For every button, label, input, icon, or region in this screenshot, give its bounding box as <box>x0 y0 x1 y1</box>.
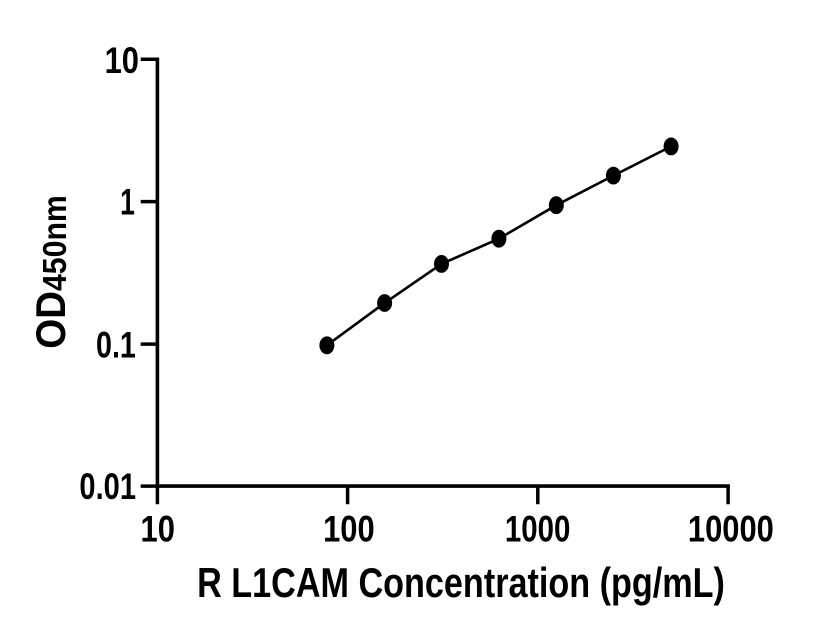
svg-text:10000: 10000 <box>688 509 774 550</box>
svg-text:1: 1 <box>120 181 135 222</box>
svg-text:OD: OD <box>27 291 74 349</box>
svg-text:450nm: 450nm <box>36 195 74 291</box>
svg-text:0.1: 0.1 <box>96 324 136 365</box>
svg-text:100: 100 <box>323 509 375 550</box>
svg-text:1000: 1000 <box>505 510 570 551</box>
svg-text:0.01: 0.01 <box>79 467 136 508</box>
svg-text:R L1CAM Concentration (pg/mL): R L1CAM Concentration (pg/mL) <box>197 560 725 607</box>
svg-text:10: 10 <box>105 41 139 82</box>
svg-text:10: 10 <box>141 509 175 550</box>
